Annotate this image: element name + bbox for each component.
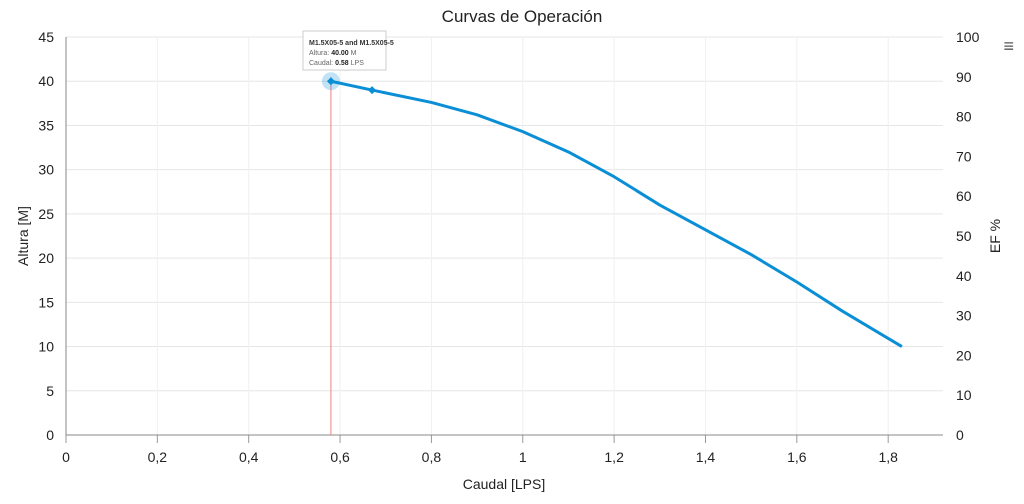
data-point-marker (326, 77, 335, 86)
y-axis-label: Altura [M] (15, 206, 31, 266)
y2-tick-label: 0 (956, 427, 964, 443)
x-tick-label: 1 (519, 449, 527, 465)
y2-tick-label: 50 (956, 228, 972, 244)
tooltip-box (302, 30, 387, 71)
y2-tick-label: 100 (956, 29, 980, 45)
y-tick-label: 35 (38, 117, 54, 133)
y2-axis-label: EF % (987, 219, 1003, 253)
x-tick-label: 0 (62, 449, 70, 465)
y2-tick-label: 10 (956, 387, 972, 403)
chart-title: Curvas de Operación (442, 7, 603, 26)
y-tick-label: 40 (38, 73, 54, 89)
x-tick-label: 1,8 (878, 449, 898, 465)
y-tick-label: 15 (38, 294, 54, 310)
y-tick-label: 0 (46, 427, 54, 443)
x-tick-label: 1,6 (787, 449, 807, 465)
x-tick-label: 0,2 (148, 449, 168, 465)
y-tick-label: 20 (38, 250, 54, 266)
series-line (330, 79, 903, 348)
y2-tick-label: 80 (956, 109, 972, 125)
tooltip-title: M1.5X05-5 and M1.5X05-5 (309, 40, 394, 47)
hamburger-menu-icon[interactable]: ≡ (1003, 36, 1014, 56)
y2-tick-label: 90 (956, 69, 972, 85)
y2-tick-label: 30 (956, 308, 972, 324)
tooltip-caudal: Caudal: 0.58 LPS (309, 60, 364, 67)
y-tick-label: 5 (46, 383, 54, 399)
x-axis-label: Caudal [LPS] (463, 476, 546, 492)
y2-tick-label: 60 (956, 188, 972, 204)
tooltip-altura: Altura: 40.00 M (309, 50, 357, 57)
x-tick-label: 0,8 (422, 449, 442, 465)
data-point-marker (368, 86, 377, 95)
y2-tick-label: 40 (956, 268, 972, 284)
x-tick-label: 0,4 (239, 449, 259, 465)
y2-tick-label: 70 (956, 148, 972, 164)
y-tick-label: 25 (38, 206, 54, 222)
y-tick-label: 45 (38, 29, 54, 45)
x-tick-label: 1,4 (696, 449, 716, 465)
y-tick-label: 10 (38, 339, 54, 355)
x-tick-label: 0,6 (330, 449, 350, 465)
x-tick-label: 1,2 (604, 449, 624, 465)
y2-tick-label: 20 (956, 347, 972, 363)
y-tick-label: 30 (38, 162, 54, 178)
